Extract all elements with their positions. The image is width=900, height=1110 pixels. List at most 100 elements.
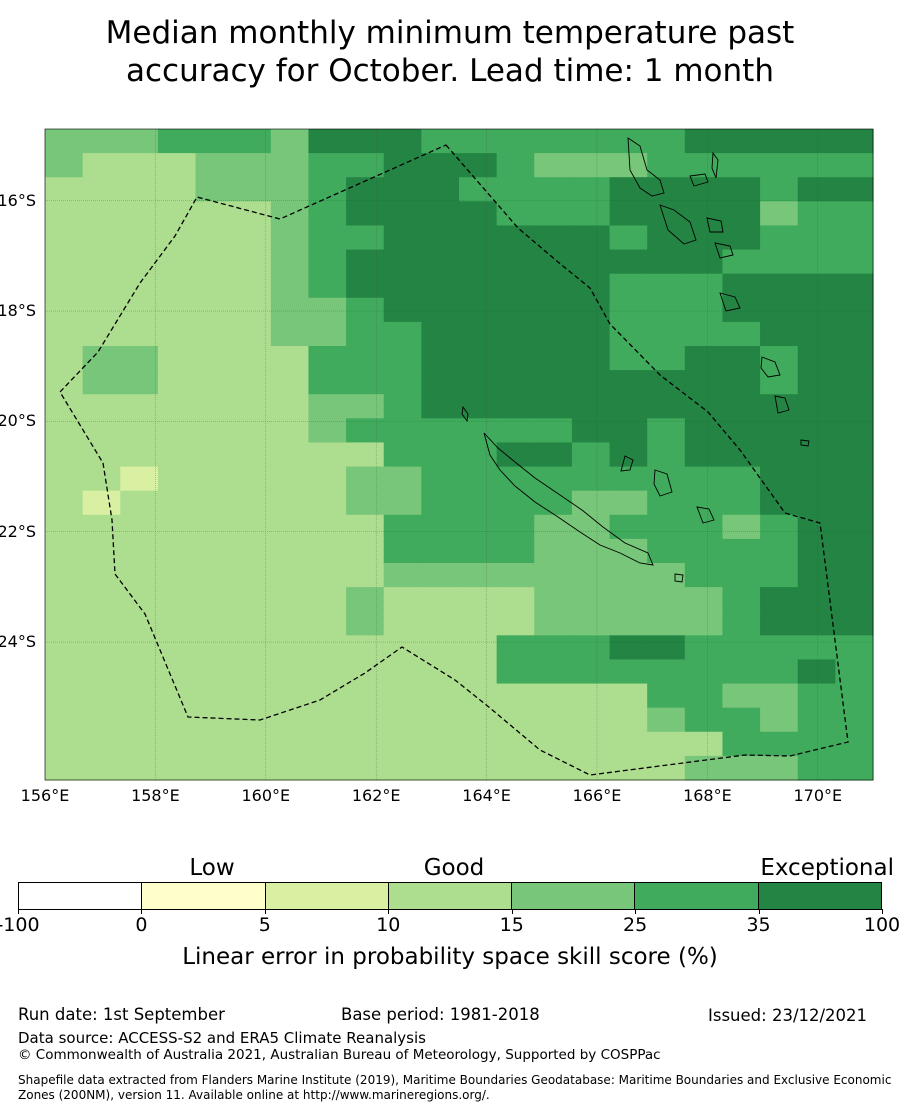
grid-cell <box>383 466 422 492</box>
grid-cell <box>647 659 686 685</box>
grid-cell <box>82 442 121 468</box>
grid-cell <box>760 587 799 612</box>
grid-cell <box>308 225 347 251</box>
grid-cell <box>45 153 84 178</box>
grid-cell <box>647 587 686 612</box>
grid-cell <box>421 273 460 299</box>
grid-cell <box>459 442 498 468</box>
grid-cell <box>45 587 84 612</box>
grid-cell <box>496 249 535 275</box>
grid-cell <box>233 635 272 661</box>
grid-cell <box>383 683 422 709</box>
grid-cell <box>459 370 498 395</box>
colorbar <box>18 882 882 910</box>
grid-cell <box>82 731 121 757</box>
grid-cell <box>270 201 310 227</box>
grid-cell <box>571 538 611 564</box>
grid-cell <box>120 659 159 685</box>
grid-cell <box>797 346 836 371</box>
grid-cell <box>346 490 385 516</box>
grid-cell <box>684 635 724 661</box>
grid-cell <box>459 177 498 202</box>
grid-cell <box>571 514 611 540</box>
grid-cell <box>496 563 535 588</box>
grid-cell <box>157 707 197 733</box>
grid-cell <box>82 201 121 227</box>
grid-cell <box>459 418 498 444</box>
grid-cell <box>609 394 648 419</box>
grid-cell <box>609 346 648 371</box>
grid-cell <box>346 659 385 685</box>
longitude-tick-label: 168°E <box>683 786 732 805</box>
grid-cell <box>496 659 535 685</box>
grid-cell <box>684 225 724 251</box>
grid-cell <box>684 587 724 612</box>
grid-cell <box>270 177 310 202</box>
vanuatu-coast <box>627 137 790 414</box>
grid-cell <box>383 707 422 733</box>
grid-cell <box>571 177 611 202</box>
grid-cell <box>647 707 686 733</box>
grid-cell <box>421 370 460 395</box>
grid-cell <box>195 683 234 709</box>
grid-cell <box>835 321 874 347</box>
grid-cell <box>421 587 460 612</box>
grid-cell <box>459 731 498 757</box>
grid-cell <box>383 153 422 178</box>
data-source: Data source: ACCESS-S2 and ERA5 Climate … <box>18 1029 426 1047</box>
grid-cell <box>835 442 874 468</box>
grid-cell <box>120 683 159 709</box>
grid-cell <box>571 635 611 661</box>
grid-cell <box>609 370 648 395</box>
grid-cell <box>571 707 611 733</box>
grid-cell <box>684 129 724 154</box>
grid-cell <box>233 538 272 564</box>
grid-cell <box>270 273 310 299</box>
grid-cell <box>459 225 498 251</box>
grid-cell <box>346 321 385 347</box>
grid-cell <box>496 538 535 564</box>
grid-cell <box>647 538 686 564</box>
grid-cell <box>346 225 385 251</box>
colorbar-segment <box>757 883 881 909</box>
grid-cell <box>308 418 347 444</box>
grid-cell <box>722 394 761 419</box>
grid-cell <box>647 635 686 661</box>
grid-cell <box>684 297 724 323</box>
grid-cell <box>835 538 874 564</box>
grid-cell <box>571 442 611 468</box>
grid-cell <box>760 201 799 227</box>
grid-cell <box>308 442 347 468</box>
grid-cell <box>346 346 385 371</box>
grid-cell <box>195 442 234 468</box>
grid-cell <box>45 611 84 636</box>
grid-cell <box>233 297 272 323</box>
grid-cell <box>534 587 573 612</box>
colorbar-tick-label: 25 <box>623 914 648 936</box>
grid-cell <box>45 683 84 709</box>
grid-cell <box>120 611 159 636</box>
grid-cell <box>346 538 385 564</box>
grid-cell <box>308 370 347 395</box>
grid-cell <box>534 466 573 492</box>
grid-cell <box>459 563 498 588</box>
grid-cell <box>233 514 272 540</box>
grid-cell <box>270 249 310 275</box>
grid-cell <box>346 153 385 178</box>
grid-cell <box>45 249 84 275</box>
grid-cell <box>421 321 460 347</box>
grid-cell <box>82 514 121 540</box>
grid-cell <box>157 659 197 685</box>
grid-cell <box>233 177 272 202</box>
grid-cell <box>571 683 611 709</box>
grid-cell <box>797 755 836 781</box>
grid-cell <box>835 249 874 275</box>
grid-cell <box>496 755 535 781</box>
grid-cell <box>835 635 874 661</box>
grid-cell <box>157 129 197 154</box>
grid-cell <box>496 346 535 371</box>
grid-cell <box>45 225 84 251</box>
grid-cell <box>82 683 121 709</box>
grid-cell <box>270 394 310 419</box>
grid-cell <box>534 538 573 564</box>
